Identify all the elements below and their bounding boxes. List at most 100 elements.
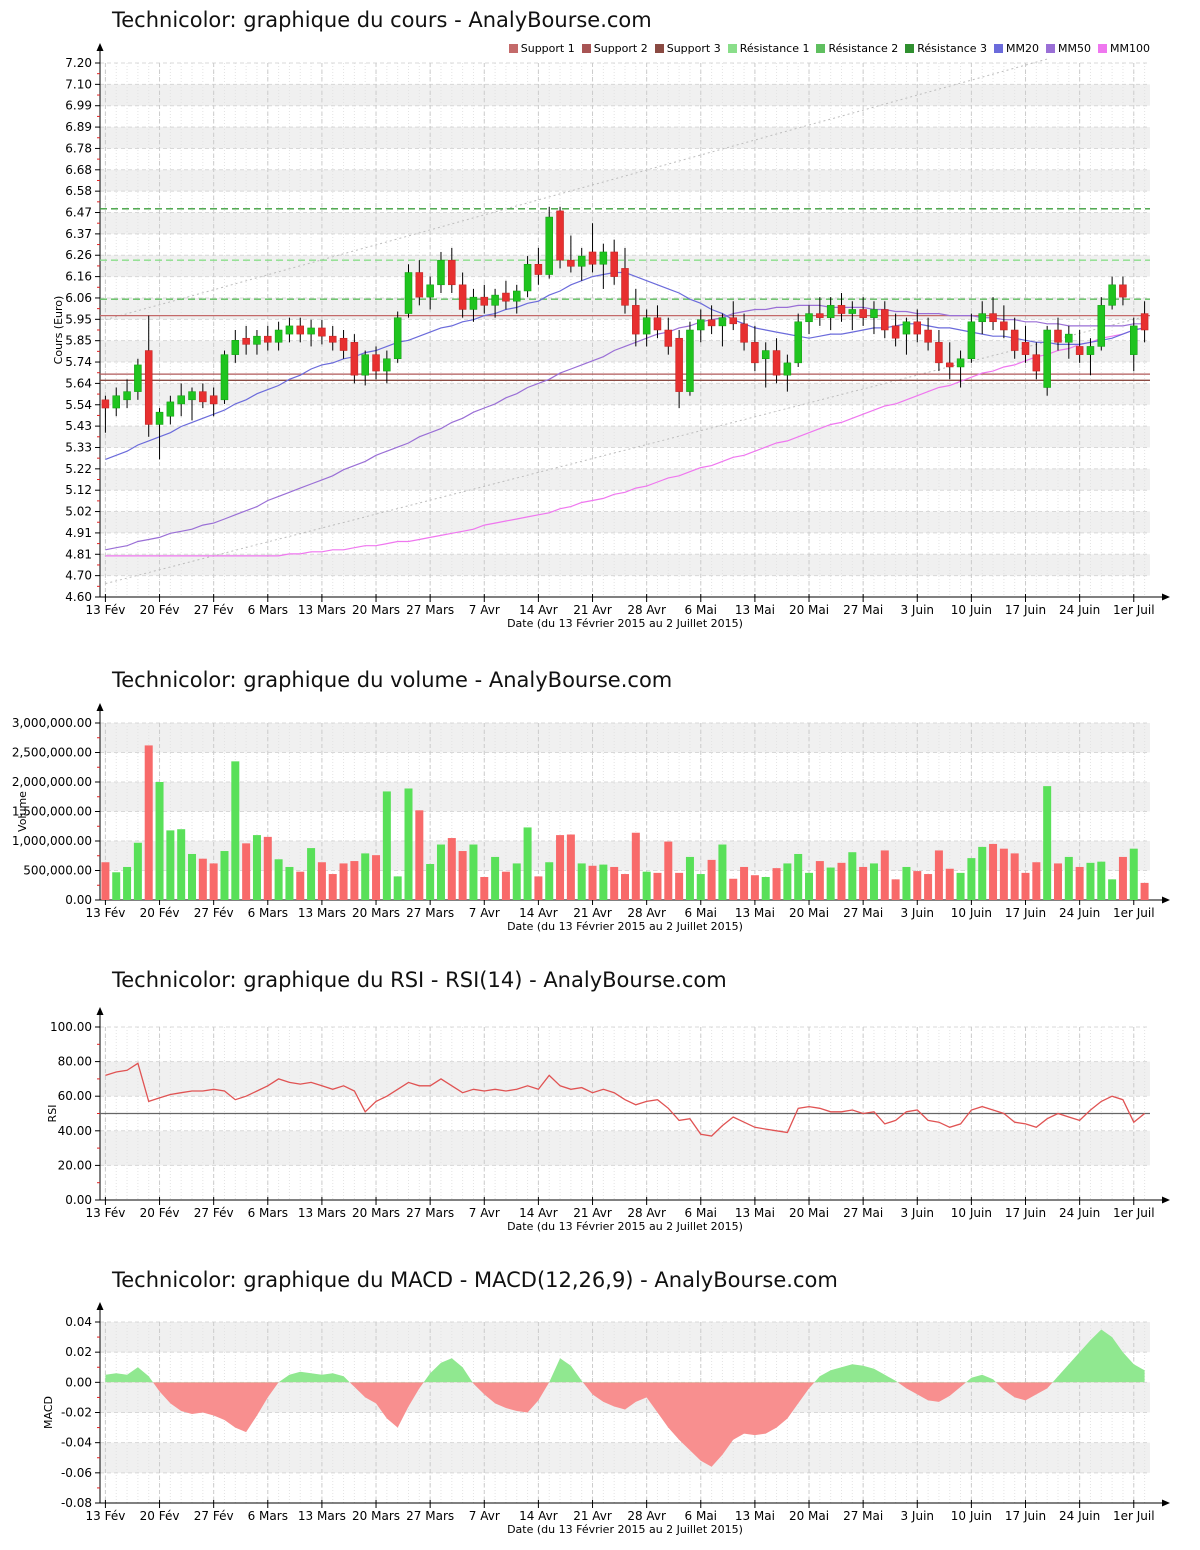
volume-bar-up (783, 863, 792, 900)
x-axis-caption: Date (du 13 Février 2015 au 2 Juillet 20… (507, 920, 743, 933)
candle-up (404, 272, 413, 314)
candle-up (469, 296, 478, 310)
svg-text:24 Juin: 24 Juin (1059, 603, 1100, 617)
candle-up (718, 317, 727, 327)
volume-bar-up (1097, 861, 1106, 900)
svg-text:20 Fév: 20 Fév (140, 906, 180, 920)
candle-up (523, 264, 532, 292)
candles-series (101, 206, 1149, 460)
svg-text:6.68: 6.68 (65, 163, 92, 177)
svg-text:20 Mai: 20 Mai (789, 1206, 829, 1220)
legend-swatch (1098, 44, 1108, 53)
legend-label: Support 1 (520, 42, 575, 55)
candle-up (1043, 329, 1051, 388)
volume-bar-down (1032, 862, 1041, 900)
volume-chart-canvas: 3,000,000.00 2,500,000.00 2,000,000.00 1,50… (12, 703, 1170, 933)
volume-bar-up (1129, 848, 1138, 900)
x-axis-caption: Date (du 13 Février 2015 au 2 Juillet 20… (507, 1523, 743, 1536)
candle-up (1065, 333, 1073, 343)
chart-frame: 7.20 7.10 6.99 6.89 6.78 6.68 6.58 6.47 6.37 6.26… (52, 43, 1170, 630)
volume-bar-up (361, 853, 370, 900)
axes (99, 1309, 1163, 1504)
y-axis-label: RSI (46, 1105, 59, 1123)
volume-bar-up (1086, 862, 1095, 900)
candle-down (707, 319, 716, 327)
trend-channel-lower (105, 316, 1145, 585)
legend-item-support-2: Support 2 (581, 42, 648, 55)
volume-bar-down (1075, 866, 1084, 900)
candle-down (588, 251, 597, 265)
candle-down (350, 342, 359, 376)
volume-bar-down (891, 879, 900, 900)
candle-up (783, 362, 792, 376)
volume-bar-down (740, 866, 749, 900)
candle-up (112, 395, 120, 409)
volume-bar-down (339, 863, 348, 900)
candle-down (1119, 284, 1127, 298)
svg-text:1er Juil: 1er Juil (1113, 1509, 1155, 1523)
svg-text:6.16: 6.16 (65, 270, 92, 284)
volume-bar-up (491, 856, 500, 900)
candle-up (1108, 284, 1116, 306)
x-ticks: 13 Fév 20 Fév 27 Fév 6 Mars 13 Mars 20 Mars 27… (85, 1500, 1155, 1523)
volume-bar-down (913, 871, 922, 900)
svg-text:21 Avr: 21 Avr (573, 1206, 612, 1220)
legend-swatch (816, 44, 826, 53)
svg-text:6 Mars: 6 Mars (248, 1206, 288, 1220)
candle-up (805, 313, 813, 323)
candle-up (870, 309, 878, 318)
volume-bar-up (393, 876, 402, 900)
svg-text:13 Mars: 13 Mars (298, 1206, 346, 1220)
svg-text:0.04: 0.04 (65, 1315, 92, 1329)
svg-text:6.06: 6.06 (65, 291, 92, 305)
legend-label: MM50 (1058, 42, 1092, 55)
volume-bar-down (372, 855, 381, 900)
candle-down (372, 354, 380, 372)
svg-text:27 Mai: 27 Mai (843, 603, 883, 617)
volume-bar-down (1021, 872, 1030, 900)
legend-item-r-sistance-2: Résistance 2 (816, 42, 898, 55)
legend-label: Support 2 (593, 42, 648, 55)
volume-bar-up (869, 863, 878, 900)
svg-text:24 Juin: 24 Juin (1059, 906, 1100, 920)
volume-bar-down (610, 866, 619, 900)
volume-bar-down (707, 859, 716, 900)
svg-text:20 Mai: 20 Mai (789, 603, 829, 617)
svg-text:5.43: 5.43 (65, 419, 92, 433)
volume-bar-up (436, 844, 445, 900)
volume-bar-down (209, 863, 218, 900)
candle-up (253, 335, 261, 345)
svg-text:0.02: 0.02 (65, 1345, 92, 1359)
volume-bar-down (458, 851, 467, 900)
x-axis-arrow (1162, 896, 1170, 904)
candle-up (177, 395, 185, 405)
candle-down (1000, 321, 1008, 331)
candle-up (1097, 305, 1106, 347)
svg-text:10 Juin: 10 Juin (951, 906, 992, 920)
candle-down (751, 342, 759, 364)
rsi-chart-section: Technicolor: graphique du RSI - RSI(14) … (0, 955, 1200, 1255)
svg-text:13 Fév: 13 Fév (85, 603, 125, 617)
svg-text:6.89: 6.89 (65, 120, 92, 134)
svg-text:14 Avr: 14 Avr (519, 1206, 558, 1220)
candle-up (686, 329, 694, 392)
volume-bar-up (718, 844, 727, 900)
volume-bar-up (252, 835, 261, 900)
candle-down (989, 313, 997, 323)
volume-bar-up (307, 848, 316, 900)
candle-down (534, 264, 543, 275)
svg-text:5.95: 5.95 (65, 312, 92, 326)
volume-bar-down (101, 862, 110, 900)
svg-text:13 Mai: 13 Mai (735, 1206, 775, 1220)
candle-down (1054, 329, 1062, 343)
svg-text:2,000,000.00: 2,000,000.00 (12, 775, 92, 789)
axes (99, 1014, 1163, 1201)
x-axis-caption: Date (du 13 Février 2015 au 2 Juillet 20… (507, 1220, 743, 1233)
x-axis-arrow (1162, 1196, 1170, 1204)
volume-bar-up (642, 871, 651, 900)
legend-label: Résistance 3 (917, 42, 988, 55)
